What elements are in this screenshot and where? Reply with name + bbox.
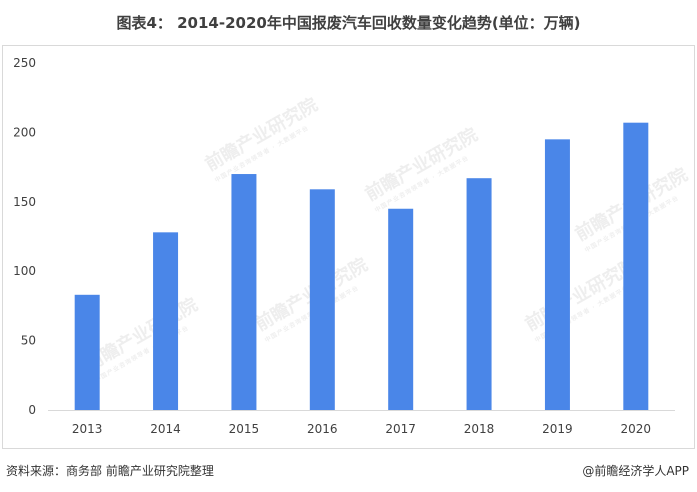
bar-2020 — [623, 122, 649, 411]
y-tick-label: 150 — [13, 195, 36, 209]
x-tick-label: 2017 — [385, 422, 416, 436]
bar-2017 — [388, 208, 414, 410]
x-tick-label: 2016 — [307, 422, 338, 436]
bar-2019 — [544, 139, 570, 410]
bar-2014 — [153, 232, 179, 410]
source-note: 资料来源：商务部 前瞻产业研究院整理 — [6, 464, 214, 478]
x-tick-label: 2014 — [150, 422, 181, 436]
y-tick-label: 250 — [13, 56, 36, 70]
chart-frame — [2, 45, 695, 449]
x-tick-label: 2018 — [464, 422, 495, 436]
x-tick-label: 2015 — [229, 422, 260, 436]
y-tick-label: 50 — [21, 334, 36, 348]
x-tick-label: 2019 — [542, 422, 573, 436]
bar-2018 — [466, 178, 492, 410]
x-tick-label: 2020 — [621, 422, 652, 436]
y-tick-label: 0 — [28, 403, 36, 417]
bar-2013 — [74, 294, 100, 410]
y-tick-label: 100 — [13, 264, 36, 278]
chart-title: 图表4： 2014-2020年中国报废汽车回收数量变化趋势(单位：万辆) — [116, 14, 581, 32]
bar-2016 — [309, 189, 335, 410]
x-tick-label: 2013 — [72, 422, 103, 436]
y-tick-label: 200 — [13, 125, 36, 139]
bar-2015 — [231, 174, 257, 410]
brand-credit: @前瞻经济学人APP — [582, 464, 689, 478]
